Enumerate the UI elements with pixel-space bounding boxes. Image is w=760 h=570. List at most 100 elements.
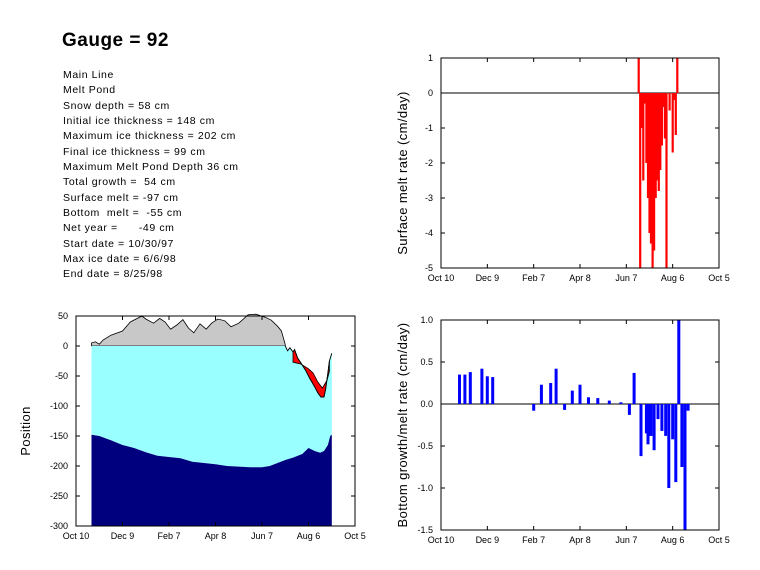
x-tick-label: Oct 10 [63,531,90,541]
surface-melt-bar [671,93,674,153]
bottom-melt-bar [677,320,681,404]
bottom-melt-bar [463,374,467,404]
y-tick-label: 0 [428,88,433,98]
stat-line: Final ice thickness = 99 cm [63,145,206,158]
water-area [91,434,332,526]
x-tick-label: Jun 7 [251,531,273,541]
surface-melt-bar [676,58,679,93]
x-tick-label: Apr 8 [569,535,591,545]
stat-line: Snow depth = 58 cm [63,99,170,112]
stat-line: Surface melt = -97 cm [63,191,179,204]
surface-melt-bar [648,93,651,233]
surface-melt-chart: Oct 10 Dec 9 Feb 7 Apr 8 Jun 7 Aug 6 Oct 5 1 0 -1… [395,53,730,283]
bottom-melt-bar [468,372,472,404]
y-tick-label: -300 [50,521,68,531]
ice-area [91,346,332,468]
bottom-melt-bar [671,404,675,440]
bottom-melt-bar [532,404,536,411]
bottom-melt-bar [667,404,671,488]
stat-line: Bottom melt = -55 cm [63,207,183,220]
stats-panel: Main Line Melt Pond Snow depth = 58 cm Init… [63,68,239,283]
x-tick-label: Dec 9 [476,273,500,283]
x-tick-label: Aug 6 [661,535,685,545]
x-tick-label: Apr 8 [205,531,227,541]
x-tick-label: Feb 7 [522,535,545,545]
x-tick-label: Feb 7 [157,531,180,541]
x-tick-label: Dec 9 [476,535,500,545]
surface-melt-bar [663,93,666,139]
stat-line: Main Line [63,69,114,81]
bottom-melt-bar [570,390,574,404]
stat-line: Maximum ice thickness = 202 cm [63,130,236,143]
position-chart: Oct 10 Dec 9 Feb 7 Apr 8 Jun 7 Aug 6 Oct 5 50 0 -… [18,311,366,541]
bottom-melt-bar [607,400,611,404]
x-tick-label: Aug 6 [661,273,685,283]
bottom-melt-bar [554,368,558,404]
y-tick-label: -1.0 [417,483,433,493]
y-tick-label: -250 [50,491,68,501]
bottom-melt-bar [578,384,582,404]
surface-outline [284,345,333,398]
surface-melt-bar [640,93,643,128]
surface-melt-bar [649,93,653,244]
snow-area [91,313,286,347]
stat-line: Maximum Melt Pond Depth 36 cm [63,161,239,174]
bottom-melt-bar [619,402,623,404]
stat-line: Max ice date = 6/6/98 [63,253,177,266]
y-tick-label: -1.5 [417,525,433,535]
y-tick-label: -4 [425,228,433,238]
surface-melt-bar [660,93,663,146]
bottom-melt-bar [632,372,636,404]
surface-melt-bar [656,93,659,181]
stat-line: Net year = -49 cm [63,222,175,235]
stat-line: Initial ice thickness = 148 cm [63,115,215,128]
surface-melt-bar [659,93,662,170]
surface-melt-bar [646,93,650,198]
bottom-melt-bar [639,404,643,457]
y-tick-label: -150 [50,431,68,441]
y-tick-label: 0.5 [420,357,433,367]
bottom-melt-bar [674,404,678,483]
bottom-melt-bar [680,404,684,467]
bottom-melt-chart: Oct 10 Dec 9 Feb 7 Apr 8 Jun 7 Aug 6 Oct 5 1.0 0… [395,315,730,545]
surface-melt-bar [651,93,654,268]
bottom-melt-bar [646,404,650,445]
stat-line: Start date = 10/30/97 [63,237,174,250]
bottom-melt-bar [683,404,687,530]
bottom-melt-bar [644,404,648,434]
surface-melt-bar [668,93,671,111]
bottom-melt-bar [549,383,553,404]
y-tick-label: -1 [425,123,433,133]
x-tick-label: Oct 10 [428,535,455,545]
surface-melt-bar [639,93,642,268]
stat-line: End date = 8/25/98 [63,268,163,281]
y-tick-label: -50 [55,371,68,381]
surface-melt-bar [637,58,640,93]
stat-line: Melt Pond [63,84,116,97]
y-tick-label: 0.0 [420,399,433,409]
bottom-melt-bar [587,397,590,404]
x-tick-label: Jun 7 [615,535,637,545]
y-axis-label: Bottom growth/melt rate (cm/day) [395,323,410,528]
bottom-melt-bar [652,404,656,451]
surface-melt-bar [654,93,657,198]
bottom-melt-bar [480,368,484,404]
surface-melt-bar [673,93,676,100]
bottom-melt-bar [664,404,668,436]
bottom-melt-bar [649,404,653,436]
x-tick-label: Feb 7 [522,273,545,283]
y-axis-label: Position [18,406,33,455]
y-tick-label: 0 [63,341,68,351]
bottom-melt-bar [660,404,664,431]
x-tick-label: Dec 9 [111,531,135,541]
surface-melt-bar [674,93,677,135]
bottom-melt-bar [656,404,660,420]
bottom-melt-bar [686,404,690,411]
y-tick-label: -100 [50,401,68,411]
surface-melt-bar [642,93,645,181]
y-tick-label: -0.5 [417,441,433,451]
y-tick-label: 50 [58,311,68,321]
x-tick-label: Oct 5 [708,535,730,545]
surface-melt-bar [653,93,656,251]
